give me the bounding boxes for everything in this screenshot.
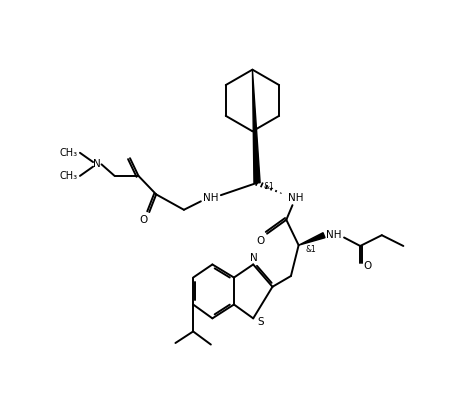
Text: &1: &1 bbox=[264, 182, 275, 191]
Text: NH: NH bbox=[203, 193, 218, 203]
Text: NH: NH bbox=[326, 230, 342, 240]
Polygon shape bbox=[299, 233, 325, 245]
Text: CH₃: CH₃ bbox=[60, 171, 78, 181]
Text: CH₃: CH₃ bbox=[60, 148, 78, 158]
Text: O: O bbox=[140, 215, 148, 225]
Text: N: N bbox=[93, 159, 101, 169]
Text: O: O bbox=[363, 261, 371, 271]
Text: O: O bbox=[257, 236, 265, 246]
Text: N: N bbox=[250, 253, 258, 263]
Text: &1: &1 bbox=[305, 244, 316, 254]
Text: S: S bbox=[257, 317, 264, 327]
Text: NH: NH bbox=[288, 193, 303, 203]
Polygon shape bbox=[252, 70, 260, 183]
